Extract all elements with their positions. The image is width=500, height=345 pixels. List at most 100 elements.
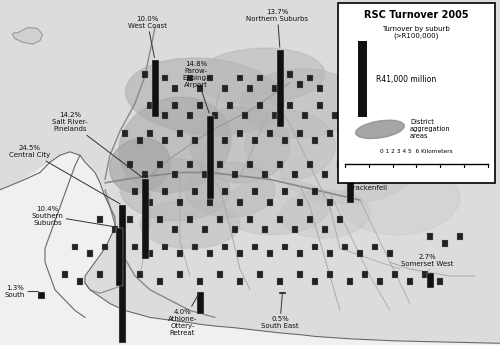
Text: 14.2%
Salt River-
Pinelands: 14.2% Salt River- Pinelands: [52, 112, 143, 178]
Bar: [338, 3, 495, 183]
Bar: [457, 233, 463, 240]
Bar: [132, 244, 138, 250]
Bar: [172, 102, 178, 109]
Bar: [312, 137, 318, 144]
Bar: [232, 226, 238, 233]
Bar: [252, 137, 258, 144]
Bar: [162, 188, 168, 195]
Bar: [282, 188, 288, 195]
Text: 14.8%
Parow-
Epping-
Airport: 14.8% Parow- Epping- Airport: [183, 61, 209, 113]
Bar: [247, 161, 253, 168]
Bar: [262, 171, 268, 178]
Bar: [337, 216, 343, 223]
Bar: [72, 244, 78, 250]
Bar: [279, 292, 286, 294]
Bar: [192, 188, 198, 195]
Bar: [202, 226, 208, 233]
Bar: [222, 137, 228, 144]
Bar: [257, 102, 263, 109]
Bar: [127, 161, 133, 168]
Bar: [302, 112, 308, 119]
Bar: [237, 130, 243, 137]
Ellipse shape: [110, 138, 170, 193]
Bar: [242, 112, 248, 119]
Bar: [327, 199, 333, 206]
Bar: [187, 112, 193, 119]
Bar: [38, 292, 44, 299]
Bar: [87, 250, 93, 257]
Bar: [237, 250, 243, 257]
Text: 0 1 2 3 4 5  6 Kilometers: 0 1 2 3 4 5 6 Kilometers: [380, 149, 452, 154]
Bar: [207, 130, 213, 137]
Bar: [426, 273, 434, 288]
Bar: [277, 161, 283, 168]
Text: 2.7%
Somerset West: 2.7% Somerset West: [401, 254, 454, 270]
Ellipse shape: [190, 107, 290, 183]
Bar: [177, 250, 183, 257]
Bar: [392, 271, 398, 278]
Ellipse shape: [140, 200, 240, 248]
Bar: [297, 250, 303, 257]
Bar: [347, 278, 353, 285]
Bar: [162, 244, 168, 250]
Bar: [197, 102, 203, 109]
Bar: [282, 137, 288, 144]
Bar: [137, 271, 143, 278]
Bar: [62, 271, 68, 278]
Bar: [172, 85, 178, 92]
Bar: [142, 226, 148, 233]
Bar: [147, 130, 153, 137]
Text: RSC Turnover 2005: RSC Turnover 2005: [364, 10, 469, 20]
Bar: [237, 199, 243, 206]
Bar: [252, 188, 258, 195]
Text: R41,000 million: R41,000 million: [376, 75, 436, 84]
Bar: [276, 50, 283, 127]
Bar: [332, 112, 338, 119]
Bar: [116, 228, 123, 286]
Text: 0.5%
South East: 0.5% South East: [261, 294, 299, 329]
Bar: [292, 171, 298, 178]
Text: 10.4%
Southern
Suburbs: 10.4% Southern Suburbs: [32, 206, 118, 227]
Bar: [197, 278, 203, 285]
Bar: [297, 130, 303, 137]
Bar: [142, 71, 148, 78]
Bar: [377, 278, 383, 285]
Bar: [322, 171, 328, 178]
Bar: [257, 75, 263, 81]
Text: 10.0%
West Coast: 10.0% West Coast: [128, 16, 167, 58]
Ellipse shape: [245, 110, 335, 179]
Bar: [252, 244, 258, 250]
Bar: [272, 112, 278, 119]
Bar: [237, 278, 243, 285]
Bar: [97, 216, 103, 223]
Bar: [202, 171, 208, 178]
Ellipse shape: [356, 120, 405, 139]
Bar: [97, 271, 103, 278]
Bar: [358, 41, 366, 117]
Bar: [177, 199, 183, 206]
Bar: [162, 112, 168, 119]
Bar: [292, 226, 298, 233]
Ellipse shape: [195, 48, 325, 104]
Bar: [267, 199, 273, 206]
Bar: [157, 216, 163, 223]
Bar: [177, 271, 183, 278]
Bar: [312, 188, 318, 195]
Bar: [152, 81, 158, 88]
Text: District
aggregation
areas: District aggregation areas: [410, 119, 451, 139]
Bar: [232, 171, 238, 178]
Bar: [422, 271, 428, 278]
Bar: [222, 85, 228, 92]
Bar: [147, 250, 153, 257]
Bar: [317, 102, 323, 109]
Bar: [247, 216, 253, 223]
Bar: [257, 271, 263, 278]
Bar: [362, 271, 368, 278]
Text: 1.3%
South: 1.3% South: [5, 285, 38, 298]
Bar: [217, 271, 223, 278]
Bar: [206, 116, 214, 199]
Bar: [387, 250, 393, 257]
Bar: [217, 216, 223, 223]
Bar: [127, 216, 133, 223]
Bar: [327, 250, 333, 257]
